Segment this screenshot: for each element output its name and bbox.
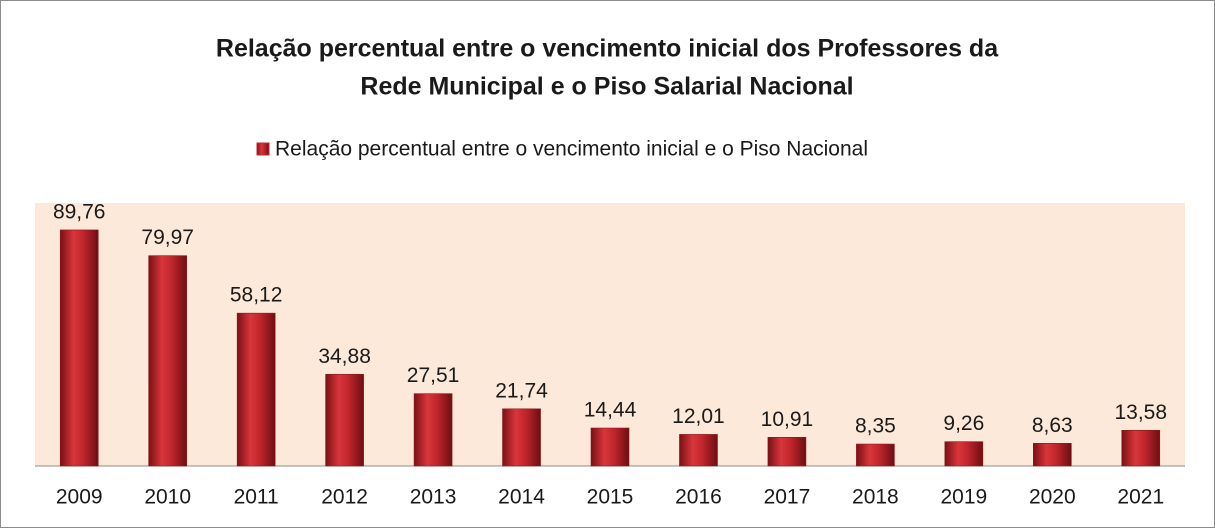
- x-tick-label: 2020: [1029, 486, 1076, 509]
- x-tick-label: 2014: [498, 486, 545, 509]
- bar: [502, 408, 541, 467]
- legend-label: Relação percentual entre o vencimento in…: [275, 138, 868, 161]
- x-tick-label: 2012: [321, 486, 368, 509]
- data-label: 8,63: [1032, 414, 1073, 437]
- bar: [1033, 443, 1072, 467]
- bar: [944, 441, 984, 467]
- bar: [679, 434, 718, 467]
- bar: [767, 437, 807, 467]
- chart-title: Relação percentual entre o vencimento in…: [216, 35, 999, 63]
- plot-area: [35, 203, 1185, 466]
- data-label: 14,44: [584, 399, 637, 422]
- x-tick-label: 2013: [410, 486, 457, 509]
- bar: [590, 427, 630, 467]
- legend-marker: [256, 142, 270, 156]
- data-label: 12,01: [672, 405, 725, 428]
- data-label: 79,97: [141, 226, 194, 249]
- data-label: 34,88: [318, 345, 371, 368]
- bar: [148, 255, 187, 467]
- data-label: 9,26: [943, 412, 984, 435]
- bar: [1121, 429, 1161, 467]
- x-tick-label: 2018: [852, 486, 899, 509]
- data-label: 10,91: [761, 408, 814, 431]
- bar: [413, 393, 453, 467]
- chart-title: Rede Municipal e o Piso Salarial Naciona…: [360, 73, 853, 101]
- data-label: 58,12: [230, 284, 283, 307]
- data-label: 21,74: [495, 379, 548, 402]
- x-tick-label: 2009: [56, 486, 103, 509]
- x-tick-label: 2017: [764, 486, 811, 509]
- data-label: 27,51: [407, 364, 460, 387]
- bar: [325, 373, 364, 467]
- bar: [856, 443, 895, 467]
- x-tick-label: 2015: [587, 486, 634, 509]
- data-label: 8,35: [855, 415, 896, 438]
- data-label: 13,58: [1114, 401, 1167, 424]
- data-label: 89,76: [53, 200, 106, 223]
- x-tick-label: 2011: [234, 486, 279, 509]
- bar: [236, 312, 276, 467]
- bar: [59, 229, 99, 467]
- x-tick-label: 2010: [144, 486, 191, 509]
- x-tick-label: 2019: [940, 486, 987, 509]
- x-tick-label: 2021: [1117, 486, 1164, 509]
- x-tick-label: 2016: [675, 486, 722, 509]
